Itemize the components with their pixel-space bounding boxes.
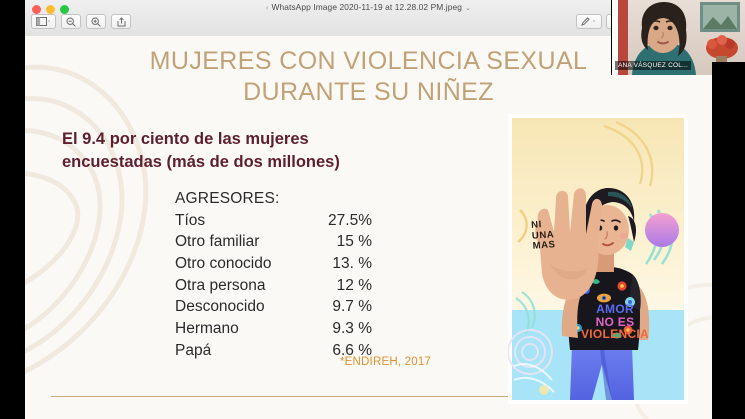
list-item: Otra persona 12 % (175, 275, 372, 297)
window-titlebar[interactable]: ‹ WhatsApp Image 2020-11-19 at 12.28.02 P… (25, 0, 712, 37)
list-item-label: Otro conocido (175, 255, 272, 273)
minimize-button[interactable] (46, 5, 55, 14)
source-citation: *ENDIREH, 2017 (340, 356, 432, 368)
aggressors-list: AGRESORES: Tíos 27.5% Otro familiar 15 %… (175, 188, 372, 362)
hand-slogan: NI UNA MAS (531, 219, 556, 252)
shirt-slogan: AMOR NO ES VIOLENCIA (570, 303, 660, 341)
shirt-slogan-line3: VIOLENCIA (580, 327, 650, 342)
shirt-slogan-line2: NO ES (595, 314, 635, 329)
sidebar-toggle-button[interactable] (31, 14, 56, 29)
slide-title-line2: DURANTE SU NIÑEZ (243, 77, 494, 106)
sidebar-icon (36, 17, 51, 26)
toolbar-left (31, 14, 131, 29)
pen-icon (581, 17, 597, 26)
document-title[interactable]: ‹ WhatsApp Image 2020-11-19 at 12.28.02 P… (25, 2, 712, 12)
share-icon (117, 16, 126, 27)
list-item: Desconocido 9.7 % (175, 296, 372, 318)
slide-subtitle: El 9.4 por ciento de las mujeres encuest… (62, 128, 472, 174)
slide-title: MUJERES CON VIOLENCIA SEXUAL DURANTE SU … (25, 46, 712, 107)
markup-button[interactable] (576, 14, 602, 29)
list-item-label: Otra persona (175, 276, 266, 294)
list-item-value: 9.7 % (332, 298, 372, 316)
share-button[interactable] (111, 14, 131, 29)
participant-name-label: ANA VÁSQUEZ COL... (615, 61, 692, 70)
shirt-slogan-line1: AMOR (596, 302, 634, 316)
list-item-label: Papá (175, 341, 212, 359)
magnifier-plus-icon (91, 16, 101, 27)
video-participant-tile[interactable]: ANA VÁSQUEZ COL... (611, 0, 745, 75)
magnifier-minus-icon (66, 16, 76, 27)
preview-window: ‹ WhatsApp Image 2020-11-19 at 12.28.02 P… (25, 0, 712, 419)
list-item: Papá 6.6 % (175, 340, 372, 362)
list-item: Otro conocido 13. % (175, 253, 372, 275)
window-controls[interactable] (32, 5, 69, 14)
title-chevron-left-icon: ‹ (266, 5, 269, 12)
list-item: Hermano 9.3 % (175, 318, 372, 340)
list-item-value: 15 % (336, 233, 372, 251)
zoom-out-button[interactable] (61, 14, 81, 29)
zoom-button[interactable] (60, 5, 69, 14)
aggressors-list-heading: AGRESORES: (175, 190, 280, 207)
illustration: NI UNA MAS AMOR NO ES VIOLENCIA (508, 114, 688, 404)
list-item-value: 6.6 % (332, 341, 372, 359)
list-item-label: Tíos (175, 211, 206, 229)
title-chevron-down-icon: ⌄ (465, 5, 471, 12)
woman-illustration-graphic (508, 114, 688, 404)
slide-subtitle-line2: encuestadas (más de dos millones) (62, 152, 340, 171)
close-button[interactable] (32, 5, 41, 14)
slide-canvas: MUJERES CON VIOLENCIA SEXUAL DURANTE SU … (25, 36, 712, 419)
list-item: Tíos 27.5% (175, 210, 372, 232)
list-item-label: Hermano (175, 320, 239, 338)
list-item-value: 9.3 % (332, 320, 372, 338)
list-item: Otro familiar 15 % (175, 231, 372, 253)
list-item-label: Otro familiar (175, 233, 260, 251)
list-item-value: 12 % (336, 276, 372, 294)
list-item-label: Desconocido (175, 298, 265, 316)
slide-divider (51, 396, 686, 397)
hand-slogan-line3: MAS (532, 239, 556, 253)
slide-subtitle-line1: El 9.4 por ciento de las mujeres (62, 130, 309, 148)
zoom-in-button[interactable] (86, 14, 106, 29)
document-title-text: WhatsApp Image 2020-11-19 at 12.28.02 PM… (271, 2, 463, 12)
list-item-value: 27.5% (328, 211, 372, 229)
slide-title-line1: MUJERES CON VIOLENCIA SEXUAL (149, 47, 588, 75)
list-item-value: 13. % (332, 255, 372, 273)
